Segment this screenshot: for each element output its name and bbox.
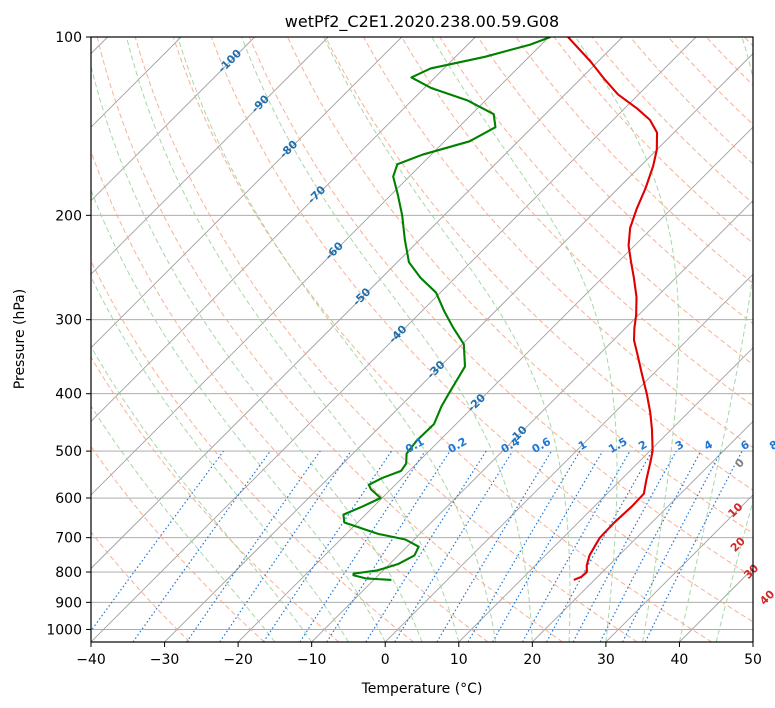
- moist-adiabat-line: [91, 405, 276, 642]
- dry-adiabat-line: [91, 356, 340, 642]
- x-tick-label: 0: [381, 652, 390, 668]
- y-tick-label: 100: [55, 30, 82, 46]
- mixing-ratio-line: [263, 450, 393, 642]
- y-tick-label: 500: [55, 444, 82, 460]
- mixing-ratio-line: [299, 450, 426, 642]
- dry-adiabat-line: [172, 37, 713, 642]
- temperature-line: [567, 37, 659, 581]
- y-tick-label: 600: [55, 491, 82, 507]
- x-tick-label: −20: [223, 652, 253, 668]
- isotherm-line: [605, 494, 753, 642]
- x-tick-label: 10: [450, 652, 468, 668]
- y-axis: 100 200 300 400 500 600 700 800 900 1000: [46, 30, 91, 638]
- y-tick-label: 1000: [46, 622, 82, 638]
- isotherm-line: [91, 37, 550, 496]
- dry-adiabat-line: [515, 37, 753, 284]
- isotherm-line: [752, 641, 753, 642]
- y-tick-label: 800: [55, 565, 82, 581]
- chart-title: wetPf2_C2E1.2020.238.00.59.G08: [285, 12, 559, 32]
- x-tick-label: 30: [597, 652, 615, 668]
- plot-frame: [90, 36, 754, 643]
- background-lines: [91, 37, 753, 642]
- isotherm-line: [458, 347, 753, 642]
- moist-adiabat-line: [715, 499, 753, 642]
- dry-adiabat-line: [91, 445, 265, 642]
- y-tick-label: 400: [55, 387, 82, 403]
- moist-adiabat-line: [431, 37, 618, 642]
- y-axis-title: Pressure (hPa): [12, 289, 28, 389]
- mixing-ratio-label: 8: [767, 438, 775, 453]
- x-tick-label: 40: [671, 652, 689, 668]
- isotherm-line: [532, 420, 753, 642]
- x-tick-label: 20: [523, 652, 541, 668]
- mixing-ratio-line: [521, 450, 631, 642]
- mixing-ratio-line: [572, 450, 677, 642]
- mixing-ratio-line: [326, 450, 451, 642]
- moist-adiabat-line: [323, 37, 571, 642]
- dry-adiabat-line: [96, 37, 563, 642]
- dry-adiabat-line: [91, 150, 489, 642]
- isotherm-line: [91, 37, 476, 422]
- isotherm-line: [91, 37, 255, 202]
- moist-adiabat-line: [91, 188, 386, 642]
- x-tick-label: 50: [744, 652, 762, 668]
- moist-adiabat-line: [678, 37, 753, 642]
- moist-adiabat-line: [177, 37, 497, 642]
- moist-adiabat-line: [126, 37, 460, 642]
- mixing-ratio-line: [394, 450, 514, 642]
- moist-adiabat-line: [91, 345, 313, 642]
- series-layer: [342, 37, 659, 581]
- isotherm-line: [164, 52, 753, 642]
- dry-adiabat-line: [325, 37, 753, 491]
- dewpoint-line: [342, 37, 551, 581]
- isotherm-line: [384, 273, 753, 642]
- mixing-ratio-line: [91, 450, 225, 632]
- y-tick-label: 900: [55, 595, 82, 611]
- mixing-ratio-line: [186, 450, 321, 642]
- x-tick-label: −10: [297, 652, 327, 668]
- x-tick-label: −40: [76, 652, 106, 668]
- y-tick-label: 300: [55, 313, 82, 329]
- x-axis-title: Temperature (°C): [361, 681, 483, 697]
- x-tick-label: −30: [150, 652, 180, 668]
- dry-adiabat-line: [401, 37, 753, 407]
- dry-adiabat-line: [248, 37, 753, 578]
- mixing-ratio-line: [546, 450, 653, 642]
- isotherm-line: [91, 37, 403, 349]
- mixing-ratio-line: [644, 450, 743, 642]
- dry-adiabat-line: [91, 531, 191, 642]
- x-axis: −40 −30 −20 −10 0 10 20 30 40 50: [76, 642, 762, 668]
- plot-background: [91, 37, 753, 642]
- isotherm-line: [237, 126, 753, 642]
- mixing-ratio-line: [132, 450, 271, 642]
- isotherm-line: [91, 37, 623, 570]
- moist-adiabat-line: [91, 275, 349, 642]
- dry-adiabat-line: [91, 259, 414, 642]
- dry-adiabat-line: [134, 37, 638, 642]
- y-tick-label: 200: [55, 208, 82, 224]
- moist-adiabat-line: [91, 63, 423, 642]
- y-tick-label: 700: [55, 531, 82, 547]
- moist-adiabat-line: [575, 37, 680, 642]
- mixing-ratio-line: [219, 450, 352, 642]
- moist-adiabat-line: [241, 37, 533, 642]
- dry-adiabat-line: [210, 37, 753, 623]
- isotherm-line: [91, 37, 329, 275]
- moist-adiabat-label: 40: [757, 587, 775, 607]
- dry-adiabat-line: [439, 37, 753, 366]
